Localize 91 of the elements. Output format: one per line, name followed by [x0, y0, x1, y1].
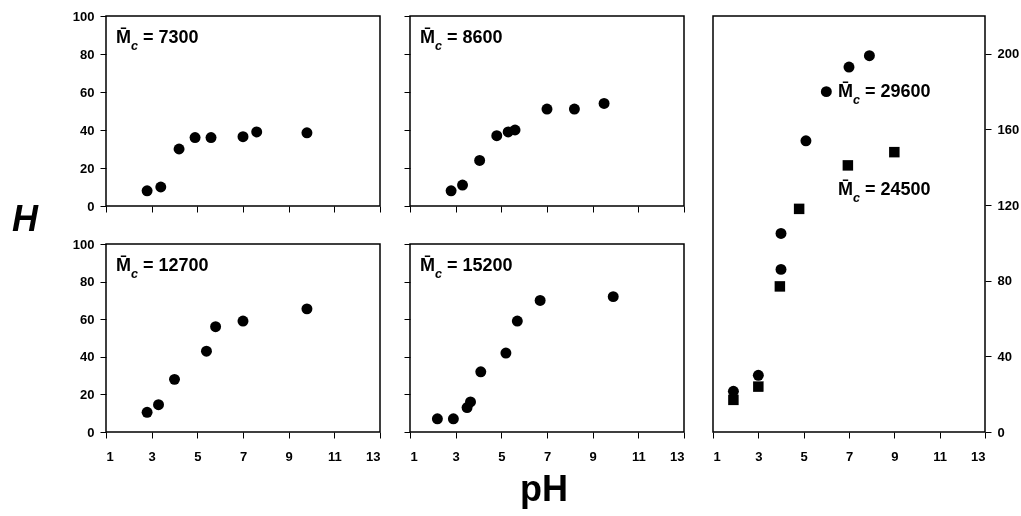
point	[511, 315, 523, 327]
text: M̄$_{c}$ = 12700	[116, 254, 209, 281]
y-tick-label: 80	[80, 46, 95, 62]
x-tick-label: 3	[452, 448, 460, 464]
point	[237, 131, 249, 143]
series-label: M̄$_{c}$ = 24500	[838, 178, 931, 205]
y2-tick-label: 200	[997, 46, 1020, 62]
point	[475, 366, 487, 378]
point	[491, 130, 503, 142]
x-tick-label: 11	[327, 448, 342, 464]
point	[752, 369, 764, 381]
point	[465, 396, 476, 408]
x-tick-label: 7	[845, 448, 854, 464]
point	[775, 227, 787, 239]
point	[842, 160, 854, 171]
x-tick-label: 11	[631, 448, 646, 464]
x-tick-label: 5	[194, 448, 202, 464]
point	[301, 303, 313, 315]
point	[607, 291, 619, 303]
y2-tick-label: 80	[997, 273, 1012, 289]
x-tick-label: 9	[285, 448, 293, 464]
point	[774, 281, 786, 292]
point	[800, 135, 812, 147]
point	[753, 381, 764, 392]
text: M̄$_{c}$ = 8600	[420, 26, 503, 53]
y2-tick-label: 120	[997, 197, 1020, 213]
point	[169, 373, 180, 385]
point	[509, 124, 521, 136]
point	[141, 185, 153, 197]
point	[598, 97, 610, 109]
x-tick-label: 11	[933, 448, 948, 464]
point	[153, 399, 164, 411]
point	[447, 413, 459, 425]
point	[541, 103, 553, 115]
x-tick-label: 1	[713, 448, 721, 464]
x-axis-title: pH	[520, 468, 568, 510]
y-tick-label: 0	[87, 424, 95, 440]
point	[237, 315, 249, 327]
x-tick-label: 3	[755, 448, 763, 464]
point	[534, 294, 546, 306]
y2-tick-label: 0	[997, 424, 1005, 440]
y-axis-title: H	[12, 198, 38, 240]
point	[793, 203, 805, 215]
y-tick-label: 20	[80, 386, 95, 402]
point	[189, 132, 201, 144]
series-label: M̄$_{c}$ = 15200	[420, 254, 513, 281]
point	[474, 154, 486, 166]
point	[843, 61, 855, 73]
x-tick-label: 1	[410, 448, 418, 464]
series-label: M̄$_{c}$ = 29600	[838, 80, 931, 107]
point	[775, 263, 787, 275]
y-tick-label: 20	[80, 160, 95, 176]
point	[863, 50, 875, 62]
point	[301, 127, 313, 139]
y-tick-label: 60	[80, 311, 95, 327]
point	[200, 345, 212, 357]
x-tick-label: 13	[971, 448, 986, 464]
x-tick-label: 3	[148, 448, 156, 464]
point	[205, 132, 217, 144]
point	[251, 126, 263, 138]
x-tick-label: 5	[800, 448, 808, 464]
y2-tick-label: 160	[997, 121, 1020, 137]
text: M̄$_{c}$ = 7300	[116, 26, 199, 53]
y-tick-label: 40	[80, 122, 95, 138]
point	[173, 143, 185, 155]
y-tick-label: 60	[80, 84, 95, 100]
x-tick-label: 9	[589, 448, 597, 464]
point	[445, 185, 457, 197]
x-tick-label: 9	[891, 448, 899, 464]
x-tick-label: 1	[106, 448, 114, 464]
y-tick-label: 100	[72, 236, 95, 252]
x-tick-label: 13	[366, 448, 381, 464]
point	[457, 179, 468, 191]
point	[500, 347, 512, 359]
point	[820, 86, 832, 98]
point	[141, 406, 153, 418]
y-tick-label: 80	[80, 274, 95, 290]
y-tick-label: 40	[80, 349, 95, 365]
y-tick-label: 0	[87, 198, 95, 214]
x-tick-label: 5	[498, 448, 506, 464]
x-tick-label: 13	[670, 448, 685, 464]
point	[568, 103, 580, 115]
point	[210, 321, 222, 333]
point	[155, 181, 167, 193]
y-tick-label: 100	[72, 8, 95, 24]
point	[431, 413, 443, 425]
point	[728, 394, 739, 406]
y2-tick-label: 40	[997, 348, 1012, 364]
x-tick-label: 7	[543, 448, 552, 464]
point	[889, 146, 900, 158]
x-tick-label: 7	[239, 448, 248, 464]
